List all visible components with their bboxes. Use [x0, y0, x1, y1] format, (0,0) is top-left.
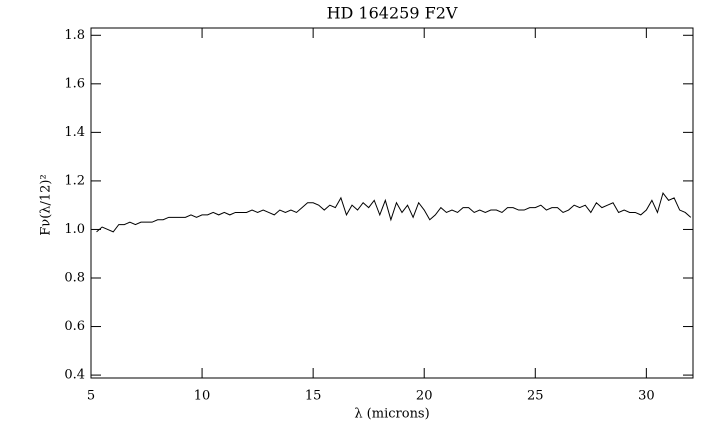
y-tick-label: 1.4: [64, 125, 85, 140]
y-tick-label: 1.8: [64, 28, 85, 43]
x-tick-label: 15: [305, 389, 322, 404]
y-tick-label: 0.4: [64, 368, 85, 383]
spectrum-line: [96, 191, 692, 233]
x-tick-label: 5: [87, 389, 95, 404]
y-tick-label: 1.0: [64, 222, 85, 237]
y-tick-label: 1.2: [64, 173, 85, 188]
y-tick-label: 1.6: [64, 76, 85, 91]
x-tick-label: 10: [194, 389, 211, 404]
y-axis-label: Fν(λ/12)²: [39, 174, 54, 235]
x-tick-label: 20: [416, 389, 433, 404]
plot-frame: [90, 27, 694, 379]
y-tick-label: 0.6: [64, 319, 85, 334]
x-axis-label: λ (microns): [354, 407, 429, 422]
x-tick-label: 30: [638, 389, 655, 404]
chart-title: HD 164259 F2V: [327, 4, 458, 23]
y-tick-label: 0.8: [64, 271, 85, 286]
x-tick-label: 25: [527, 389, 544, 404]
